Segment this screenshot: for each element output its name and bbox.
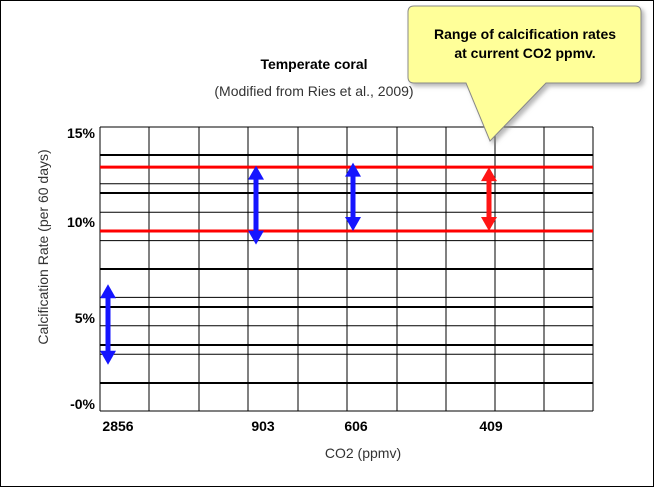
x-tick-label: 409	[479, 418, 503, 434]
x-tick-label: 903	[251, 418, 275, 434]
y-axis-ticks: 15% 10% 5% -0%	[67, 125, 96, 412]
x-tick-label: 606	[344, 418, 368, 434]
callout-bubble	[407, 5, 642, 142]
callout: Range of calcification rates at current …	[407, 5, 642, 142]
arrow-head-down	[481, 217, 497, 231]
callout-line-2: at current CO2 ppmv.	[454, 45, 595, 61]
callout-line-1: Range of calcification rates	[434, 26, 616, 42]
x-axis-label: CO2 (ppmv)	[325, 445, 401, 461]
range-arrows	[100, 162, 497, 365]
chart-title: Temperate coral	[260, 56, 367, 72]
range-arrow-606	[345, 162, 361, 231]
arrow-head-down	[345, 217, 361, 231]
arrow-head-up	[345, 162, 361, 177]
reference-lines	[100, 165, 593, 233]
y-axis-label: Calcification Rate (per 60 days)	[35, 149, 51, 344]
y-tick-label: 15%	[67, 125, 96, 141]
x-axis-ticks: 2856 903 606 409	[102, 418, 502, 434]
range-arrow-903	[248, 165, 264, 245]
range-arrow-409	[481, 167, 497, 231]
arrow-head-up	[481, 167, 497, 182]
chart-subtitle: (Modified from Ries et al., 2009)	[214, 83, 413, 99]
arrow-head-down	[100, 350, 116, 365]
arrow-head-down	[248, 230, 264, 245]
y-tick-label: 5%	[75, 310, 96, 326]
range-arrow-2856	[100, 284, 116, 365]
arrow-head-up	[100, 284, 116, 299]
arrow-head-up	[248, 165, 264, 180]
y-tick-label: -0%	[70, 396, 95, 412]
grid	[99, 126, 594, 412]
y-tick-label: 10%	[67, 214, 96, 230]
x-tick-label: 2856	[102, 418, 133, 434]
